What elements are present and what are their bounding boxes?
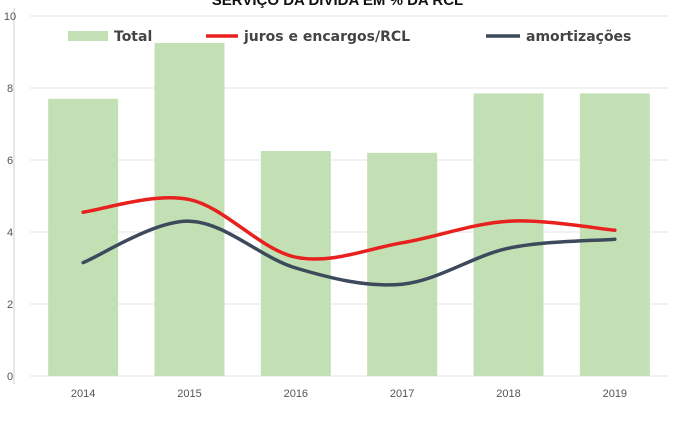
y-tick-label: 4	[7, 227, 13, 239]
y-tick-label: 6	[7, 155, 13, 167]
x-tick-label: 2015	[177, 388, 201, 400]
bar-total-2017	[367, 152, 438, 376]
bar-total-2016	[260, 151, 331, 376]
line-series	[81, 196, 617, 287]
x-tick-label: 2014	[71, 388, 95, 400]
chart-title: SERVIÇO DA DÍVIDA EM % DA RCL	[211, 0, 464, 9]
legend-label: amortizações	[526, 29, 631, 45]
line-series-2	[81, 219, 617, 287]
x-tick-label: 2019	[603, 388, 627, 400]
line-series-1	[81, 196, 617, 261]
legend-label: juros e encargos/RCL	[243, 29, 410, 45]
legend-swatch	[68, 31, 108, 41]
y-tick-label: 8	[7, 83, 13, 95]
y-tick-label: 0	[7, 371, 13, 383]
bar-total-2019	[579, 93, 650, 377]
gridlines	[30, 15, 668, 377]
x-tick-label: 2018	[496, 388, 520, 400]
bar-total-2014	[48, 98, 119, 377]
x-axis-ticks: 2014 2015 2016 2017 2018 2019	[71, 388, 627, 400]
y-tick-label: 10	[4, 11, 16, 23]
x-tick-label: 2017	[390, 388, 414, 400]
y-tick-label: 2	[7, 299, 13, 311]
bar-series	[48, 43, 650, 377]
bar-total-2018	[473, 93, 544, 377]
legend-label: Total	[114, 29, 152, 45]
x-tick-label: 2016	[284, 388, 308, 400]
legend: Total juros e encargos/RCL amortizações	[68, 29, 631, 45]
y-axis-ticks: 0 2 4 6 8 10	[4, 11, 16, 383]
